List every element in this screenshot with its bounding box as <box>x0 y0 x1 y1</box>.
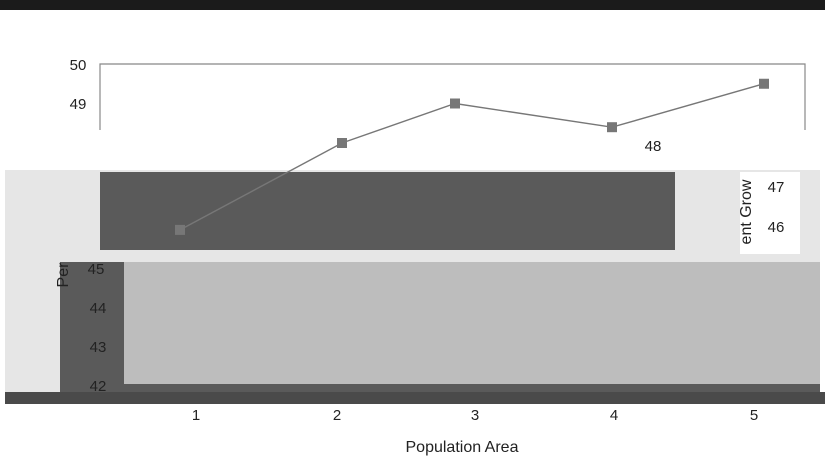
light-panel-artifact <box>124 262 820 384</box>
dark-band-artifact <box>100 172 675 250</box>
x-tick-label: 5 <box>750 407 758 424</box>
x-tick-label: 4 <box>610 407 618 424</box>
label-box-artifact <box>620 132 725 168</box>
y-axis-title-right: ent Grow <box>738 179 755 244</box>
x-tick-label: 2 <box>333 407 341 424</box>
y-tick-label: 49 <box>70 96 87 113</box>
data-point <box>607 122 617 133</box>
data-point <box>450 98 460 109</box>
y-tick-label: 42 <box>90 378 107 395</box>
y-tick-label: 48 <box>645 138 662 155</box>
x-axis-title: Population Area <box>406 439 519 456</box>
bottom-band-artifact <box>5 392 825 404</box>
y-tick-label: 50 <box>70 57 87 74</box>
y-tick-label: 44 <box>90 300 107 317</box>
header-bar <box>0 0 825 10</box>
x-axis: 1 2 3 4 5 <box>192 407 758 424</box>
y-tick-label: 47 <box>768 179 785 196</box>
x-tick-label: 3 <box>471 407 479 424</box>
y-tick-label: 46 <box>768 219 785 236</box>
data-point <box>175 224 185 235</box>
y-axis: 42 43 44 45 46 47 48 49 50 <box>70 57 785 395</box>
x-tick-label: 1 <box>192 407 200 424</box>
y-axis-title: Per <box>55 262 72 288</box>
y-tick-label: 43 <box>90 339 107 356</box>
data-point <box>337 138 347 148</box>
series-layer <box>175 78 769 235</box>
plot-frame <box>99 63 806 130</box>
y-tick-label: 45 <box>88 261 105 278</box>
data-point <box>759 78 769 89</box>
right-label-box-artifact <box>740 172 800 254</box>
